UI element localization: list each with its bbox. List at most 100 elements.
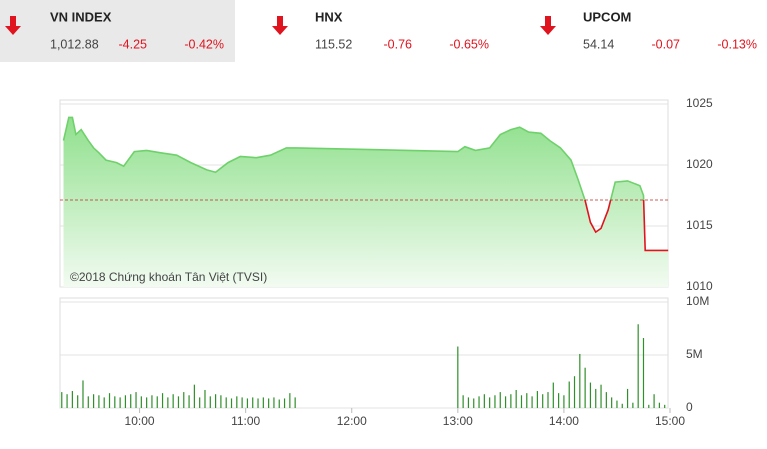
volume-bar <box>252 397 254 408</box>
volume-bar <box>135 392 137 408</box>
volume-bar <box>531 396 533 408</box>
volume-bar <box>573 376 576 408</box>
volume-bar <box>268 398 270 408</box>
volume-bar <box>161 393 164 408</box>
index-value: 1,012.88 <box>50 37 99 51</box>
index-change-pct: -0.65% <box>449 37 489 51</box>
volume-bar <box>478 396 480 408</box>
volume-bar <box>294 397 296 408</box>
volume-bar <box>225 397 227 408</box>
volume-bar <box>92 394 95 408</box>
volume-bar <box>230 398 233 408</box>
volume-bar <box>504 396 507 408</box>
index-change: -0.07 <box>652 37 681 51</box>
volume-bar <box>273 397 275 408</box>
volume-bar <box>589 382 592 408</box>
volume-bar <box>626 388 629 408</box>
x-tick-label: 11:00 <box>231 414 260 428</box>
volume-bar <box>510 394 512 408</box>
volume-bar <box>520 395 523 408</box>
volume-bar <box>236 396 238 408</box>
tiles: VN INDEX 1,012.88 -4.25 -0.42% HNX 115.52 -0.7… <box>50 9 757 51</box>
charts: 1010 1015 1020 1025 ©2018 Chứng khoán Tân Vi… <box>59 96 713 428</box>
y-tick-label: 1025 <box>686 96 713 110</box>
volume-bar <box>515 389 517 408</box>
y-tick-label: 1010 <box>686 279 713 293</box>
volume-bar <box>77 395 79 408</box>
volume-bar <box>119 397 121 408</box>
volume-bar <box>241 397 243 408</box>
index-change: -0.76 <box>384 37 413 51</box>
volume-bar <box>156 396 158 408</box>
x-tick-label: 12:00 <box>337 414 367 428</box>
volume-bar <box>526 393 528 408</box>
y-tick-label: 5M <box>686 347 703 361</box>
volume-bar <box>66 394 68 408</box>
volume-bar <box>183 392 185 408</box>
volume-bar <box>457 346 459 408</box>
volume-bar <box>637 324 639 408</box>
volume-bar <box>188 395 190 408</box>
volume-bar <box>124 395 127 408</box>
volume-bar <box>499 392 501 408</box>
active-tile <box>0 0 235 62</box>
x-tick-label: 10:00 <box>125 414 155 428</box>
volume-bar <box>664 404 666 408</box>
volume-bar <box>199 397 201 408</box>
index-name: VN INDEX <box>50 9 112 24</box>
volume-bar <box>648 404 650 408</box>
y-tick-label: 10M <box>686 294 709 308</box>
volume-bar <box>167 397 169 408</box>
volume-bar <box>209 396 211 408</box>
volume-bar <box>584 367 586 408</box>
volume-bar <box>547 392 549 408</box>
volume-bar <box>257 398 259 408</box>
volume-bar <box>611 397 613 408</box>
volume-bar <box>467 397 470 408</box>
volume-bar <box>473 398 475 408</box>
volume-bar <box>621 403 623 408</box>
credit: ©2018 Chứng khoán Tân Việt (TVSI) <box>70 270 267 284</box>
index-value: 115.52 <box>315 37 352 51</box>
volume-bar <box>177 396 180 408</box>
volume-bar <box>140 396 142 408</box>
volume-bar <box>246 398 249 408</box>
plot-frame <box>59 297 669 409</box>
volume-bar <box>632 402 634 408</box>
volume-bar <box>87 396 89 408</box>
volume-bar <box>193 384 195 408</box>
volume-bar <box>558 393 560 408</box>
volume-bar <box>103 397 105 408</box>
index-value: 54.14 <box>583 37 614 51</box>
volume-bar <box>563 395 565 408</box>
volume-bar <box>146 397 148 408</box>
volume-bar <box>61 392 63 408</box>
volume-bar <box>595 388 597 408</box>
volume-bar <box>114 396 116 408</box>
volume-bar <box>262 397 264 408</box>
y-tick-label: 1015 <box>686 218 713 232</box>
index-change-pct: -0.42% <box>184 37 224 51</box>
volume-bar <box>653 394 655 408</box>
volume-bar <box>108 393 111 408</box>
volume-bar <box>600 384 602 408</box>
x-tick-label: 14:00 <box>549 414 579 428</box>
volume-bar <box>568 381 570 408</box>
volume-bar <box>616 400 618 408</box>
volume-bar <box>98 395 100 408</box>
volume-bar <box>605 392 607 408</box>
volume-bar <box>172 394 174 408</box>
volume-bar <box>214 394 217 408</box>
down-arrow <box>540 16 556 35</box>
volume-bar <box>289 393 291 408</box>
price-line-up <box>62 116 645 201</box>
volume-bar <box>204 389 206 408</box>
index-change-pct: -0.13% <box>717 37 757 51</box>
volume-bar <box>82 380 84 408</box>
x-tick-label: 13:00 <box>443 414 473 428</box>
volume-bar <box>151 395 153 408</box>
price-line-down <box>584 200 669 252</box>
y-tick-label: 0 <box>686 400 693 414</box>
volume-bar <box>552 382 554 408</box>
